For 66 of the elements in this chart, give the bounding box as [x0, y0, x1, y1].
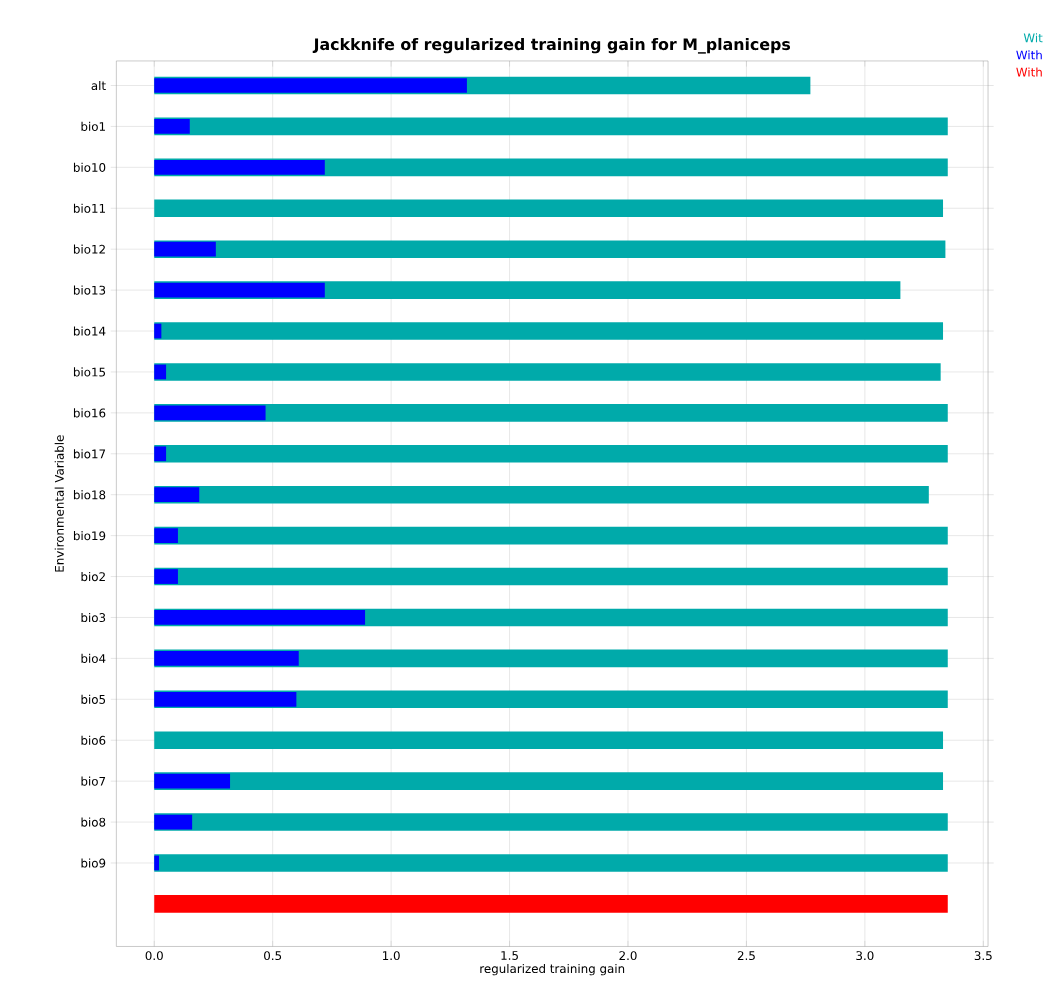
bar: [154, 772, 944, 791]
y-tick-label: bio13: [73, 285, 106, 295]
bar: [154, 855, 159, 871]
text: With: [1016, 67, 1042, 77]
y-tick-label: bio14: [73, 326, 106, 336]
x-tick-label: 2.0: [619, 951, 637, 961]
y-tick-label: bio10: [73, 162, 106, 173]
bar: [154, 364, 167, 380]
bar: [154, 567, 948, 586]
bar: [154, 119, 190, 134]
bar: [154, 446, 167, 462]
bar: [154, 363, 941, 381]
bar: [154, 199, 944, 218]
bar: [154, 569, 178, 585]
y-tick-label: bio7: [81, 776, 106, 786]
x-tick-label: 3.5: [974, 951, 992, 961]
y-tick-label: bio3: [81, 613, 106, 623]
x-tick-label: 3.0: [856, 951, 874, 961]
x-tick-label: 1.5: [501, 951, 518, 961]
x-tick-label: 0.5: [264, 951, 282, 961]
x-tick-label: 2.5: [737, 951, 755, 961]
y-tick-label: bio5: [81, 694, 106, 705]
bar: [154, 610, 366, 625]
bar: [154, 405, 266, 421]
y-tick-label: bio15: [73, 367, 106, 377]
x-tick-label: 0.0: [145, 951, 163, 961]
bar: [154, 445, 948, 463]
bar: [154, 323, 162, 339]
y-tick-label: bio6: [81, 735, 106, 745]
bar: [154, 241, 216, 257]
bar: [154, 486, 929, 504]
bar: [154, 160, 325, 175]
x-tick-label: 1.0: [382, 951, 400, 961]
bar: [154, 282, 325, 298]
y-tick-label: bio16: [73, 408, 106, 418]
y-tick-label: bio2: [81, 572, 105, 582]
bar: [154, 813, 948, 831]
y-tick-label: alt: [91, 81, 106, 91]
bar: [154, 895, 948, 913]
bar: [154, 78, 467, 93]
text: Wit: [1023, 33, 1043, 43]
bar: [154, 322, 944, 340]
y-tick-label: bio18: [73, 490, 106, 500]
bar: [154, 117, 948, 136]
text: With: [1016, 50, 1042, 60]
bar: [154, 526, 948, 545]
y-tick-label: bio19: [73, 531, 106, 541]
y-tick-label: bio8: [81, 817, 106, 827]
y-tick-label: bio11: [73, 203, 105, 213]
bar: [154, 651, 299, 666]
chart-title: Jackknife of regularized training gain for M_planiceps: [312, 38, 791, 54]
y-tick-label: bio17: [73, 449, 106, 459]
y-axis-title: Environmental Variable: [54, 435, 64, 572]
bar: [154, 487, 200, 503]
y-tick-label: bio9: [81, 858, 106, 868]
bar: [154, 814, 193, 830]
x-axis-title: regularized training gain: [480, 964, 625, 976]
y-tick-label: bio12: [73, 244, 105, 254]
bar: [154, 773, 231, 789]
y-tick-label: bio1: [81, 121, 105, 132]
bar: [154, 731, 944, 750]
bar: [154, 854, 948, 872]
bar: [154, 692, 297, 707]
y-tick-label: bio4: [81, 653, 106, 664]
bar: [154, 528, 178, 544]
bar: [154, 240, 946, 259]
